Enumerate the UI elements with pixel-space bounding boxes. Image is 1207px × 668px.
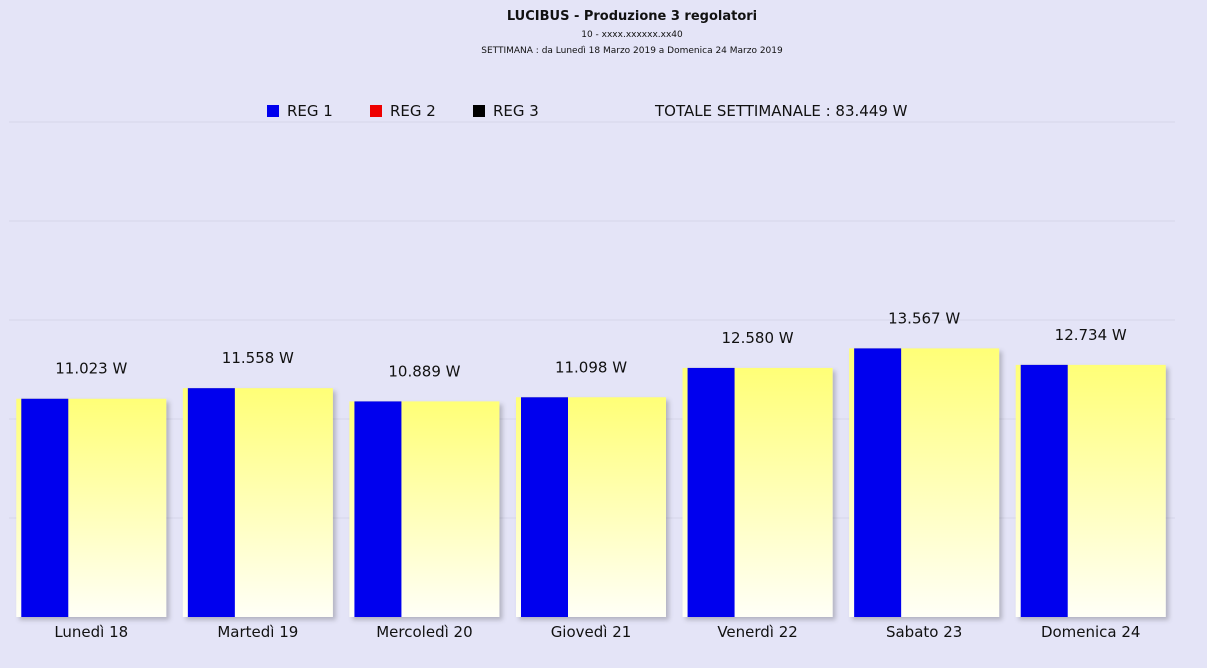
labels-group: 11.023 W Lunedì 18 11.558 W Martedì 19 10.88… [54,309,1140,641]
bar-reg1[interactable] [21,398,69,617]
chart-title: LUCIBUS - Produzione 3 regolatori [506,9,758,24]
legend-label-reg3: REG 3 [493,102,539,120]
bar-reg1[interactable] [521,397,568,617]
value-label: 11.558 W [222,349,294,367]
chart-subtitle: 10 - xxxx.xxxxxx.xx40 [581,30,683,40]
bars-group [16,348,1166,617]
legend-swatch-reg1 [267,105,279,117]
bar-reg1[interactable] [687,367,735,617]
value-label: 12.580 W [722,329,794,347]
legend-swatch-reg2 [370,105,382,117]
category-label: Sabato 23 [886,623,962,641]
bar-reg1[interactable] [1020,364,1068,617]
week-period: SETTIMANA : da Lunedì 18 Marzo 2019 a Do… [481,46,783,56]
legend-item-reg1[interactable]: REG 1 [267,101,333,121]
category-label: Lunedì 18 [54,623,128,641]
category-label: Giovedì 21 [551,623,632,641]
bar-reg1[interactable] [854,348,902,617]
bar-reg1[interactable] [187,388,235,617]
value-label: 10.889 W [388,362,460,380]
category-label: Mercoledì 20 [376,623,472,641]
weekly-total: TOTALE SETTIMANALE : 83.449 W [655,102,908,120]
category-label: Domenica 24 [1041,623,1141,641]
bar-reg1[interactable] [354,401,402,617]
legend-item-reg2[interactable]: REG 2 [370,101,436,121]
value-label: 12.734 W [1055,326,1127,344]
value-label: 11.098 W [555,358,627,376]
value-label: 11.023 W [55,360,127,378]
legend-swatch-reg3 [473,105,485,117]
legend-label-reg2: REG 2 [390,102,436,120]
value-label: 13.567 W [888,309,960,327]
legend-label-reg1: REG 1 [287,102,333,120]
legend-item-reg3[interactable]: REG 3 [473,101,539,121]
category-label: Martedì 19 [217,623,298,641]
category-label: Venerdì 22 [717,623,798,641]
